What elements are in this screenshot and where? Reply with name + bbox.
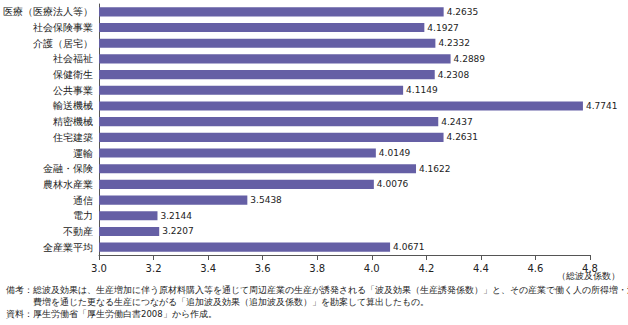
svg-text:3.2: 3.2 (146, 263, 162, 274)
svg-text:農林水産業: 農林水産業 (43, 179, 93, 190)
svg-text:金融・保険: 金融・保険 (43, 163, 93, 174)
svg-text:資料：厚生労働省「厚生労働白書2008」から作成。: 資料：厚生労働省「厚生労働白書2008」から作成。 (6, 309, 217, 319)
svg-text:輸送機械: 輸送機械 (53, 100, 93, 111)
svg-text:電力: 電力 (73, 210, 93, 221)
svg-text:4.2635: 4.2635 (447, 7, 479, 17)
svg-text:保健衛生: 保健衛生 (53, 69, 93, 80)
svg-text:精密機械: 精密機械 (53, 116, 93, 127)
svg-text:3.2144: 3.2144 (160, 211, 192, 221)
svg-text:4.2437: 4.2437 (441, 117, 473, 127)
svg-text:介護（居宅）: 介護（居宅） (33, 38, 93, 49)
svg-text:4.2889: 4.2889 (454, 54, 486, 64)
svg-text:4.8: 4.8 (582, 263, 598, 274)
svg-text:通信: 通信 (73, 195, 93, 206)
svg-text:医療（医療法人等）: 医療（医療法人等） (3, 6, 93, 17)
svg-text:4.0149: 4.0149 (379, 148, 411, 158)
svg-text:4.2308: 4.2308 (438, 70, 470, 80)
svg-text:公共事業: 公共事業 (53, 85, 93, 96)
svg-text:社会保険事業: 社会保険事業 (33, 22, 93, 33)
svg-text:4.0076: 4.0076 (377, 179, 409, 189)
svg-text:4.0671: 4.0671 (393, 242, 425, 252)
svg-text:3.6: 3.6 (255, 263, 271, 274)
svg-text:3.5438: 3.5438 (250, 195, 282, 205)
svg-text:不動産: 不動産 (63, 226, 93, 237)
svg-text:住宅建築: 住宅建築 (53, 132, 93, 143)
svg-text:全産業平均: 全産業平均 (43, 242, 93, 253)
svg-text:4.2: 4.2 (418, 263, 434, 274)
svg-text:4.2631: 4.2631 (447, 132, 479, 142)
svg-text:4.1622: 4.1622 (419, 164, 451, 174)
svg-text:運輸: 運輸 (73, 148, 93, 159)
svg-text:社会福祉: 社会福祉 (53, 53, 93, 64)
svg-text:3.2207: 3.2207 (162, 226, 194, 236)
svg-text:4.2332: 4.2332 (438, 38, 470, 48)
svg-text:4.1927: 4.1927 (427, 23, 459, 33)
svg-text:4.7741: 4.7741 (586, 101, 618, 111)
svg-text:3.0: 3.0 (91, 263, 107, 274)
svg-text:費増を通じた更なる生産につながる「追加波及効果（追加波及係数: 費増を通じた更なる生産につながる「追加波及効果（追加波及係数）」を勘案して算出し… (6, 297, 429, 307)
svg-text:4.6: 4.6 (527, 263, 543, 274)
svg-text:4.4: 4.4 (473, 263, 489, 274)
svg-text:（総波及係数）: （総波及係数） (557, 270, 620, 281)
svg-text:備考：総波及効果は、生産増加に伴う原材料購入等を通じて周辺産: 備考：総波及効果は、生産増加に伴う原材料購入等を通じて周辺産業の生産が誘発される… (6, 285, 628, 295)
svg-text:3.8: 3.8 (309, 263, 325, 274)
svg-text:3.4: 3.4 (200, 263, 216, 274)
svg-text:4.1149: 4.1149 (406, 85, 438, 95)
svg-text:4.0: 4.0 (364, 263, 380, 274)
